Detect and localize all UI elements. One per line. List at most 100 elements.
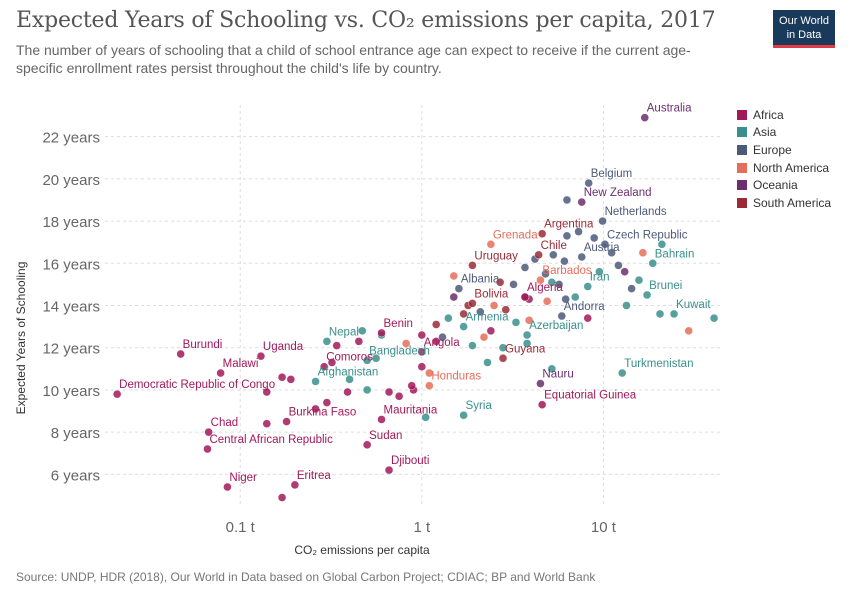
data-point[interactable] [534, 250, 543, 260]
data-point[interactable] [571, 292, 580, 302]
data-point[interactable] [620, 267, 629, 276]
data-point[interactable] [377, 328, 386, 338]
data-point[interactable] [536, 379, 545, 388]
data-point[interactable] [449, 292, 458, 302]
data-point[interactable] [657, 240, 667, 249]
data-point[interactable] [417, 330, 427, 340]
data-point[interactable] [358, 326, 367, 336]
data-point[interactable] [501, 305, 510, 314]
data-point[interactable] [459, 411, 468, 420]
data-point[interactable] [417, 347, 427, 357]
data-point[interactable] [311, 377, 320, 386]
data-point[interactable] [509, 280, 518, 289]
data-point[interactable] [554, 280, 564, 289]
data-point[interactable] [634, 275, 644, 285]
data-point[interactable] [549, 250, 558, 260]
data-point[interactable] [431, 320, 441, 329]
data-point[interactable] [216, 368, 225, 378]
data-point[interactable] [583, 313, 592, 323]
data-point[interactable] [598, 216, 607, 226]
data-point[interactable] [449, 271, 458, 281]
data-point[interactable] [322, 337, 332, 346]
data-point[interactable] [627, 284, 636, 293]
data-point[interactable] [562, 231, 572, 241]
data-point[interactable] [277, 493, 287, 502]
data-point[interactable] [684, 326, 693, 336]
data-point[interactable] [282, 417, 291, 426]
data-point[interactable] [557, 311, 566, 321]
data-point[interactable] [203, 444, 212, 454]
data-point[interactable] [223, 482, 232, 492]
data-point[interactable] [618, 368, 627, 378]
data-point[interactable] [577, 252, 586, 262]
data-point[interactable] [394, 392, 404, 401]
data-point[interactable] [311, 404, 320, 414]
data-point[interactable] [468, 261, 477, 270]
data-point[interactable] [595, 267, 604, 276]
data-point[interactable] [537, 229, 547, 238]
owid-logo[interactable]: Our World in Data [773, 10, 835, 48]
data-point[interactable] [431, 337, 441, 346]
data-point[interactable] [589, 233, 599, 243]
legend-item[interactable]: Asia [737, 124, 831, 142]
data-point[interactable] [669, 309, 679, 319]
data-point[interactable] [638, 248, 648, 257]
data-point[interactable] [622, 301, 631, 310]
data-point[interactable] [511, 318, 521, 327]
data-point[interactable] [407, 381, 416, 390]
data-point[interactable] [536, 275, 545, 285]
legend-item[interactable]: Oceania [737, 176, 831, 194]
data-point[interactable] [562, 195, 572, 205]
data-point[interactable] [479, 332, 489, 342]
data-point[interactable] [454, 284, 464, 293]
data-point[interactable] [332, 341, 341, 350]
data-point[interactable] [547, 364, 557, 374]
legend-item[interactable]: Europe [737, 141, 831, 159]
data-point[interactable] [362, 385, 372, 395]
data-point[interactable] [541, 269, 550, 279]
data-point[interactable] [438, 332, 447, 342]
data-point[interactable] [486, 240, 496, 249]
data-point[interactable] [322, 398, 332, 407]
data-point[interactable] [256, 351, 266, 361]
data-point[interactable] [483, 358, 492, 367]
data-point[interactable] [286, 375, 296, 384]
data-point[interactable] [560, 256, 569, 266]
data-point[interactable] [345, 375, 354, 384]
data-point[interactable] [290, 480, 300, 490]
data-point[interactable] [112, 389, 122, 399]
data-point[interactable] [522, 339, 532, 348]
data-point[interactable] [524, 316, 534, 325]
data-point[interactable] [417, 362, 427, 371]
data-point[interactable] [498, 354, 508, 363]
data-point[interactable] [421, 413, 430, 422]
data-point[interactable] [522, 330, 532, 340]
data-point[interactable] [384, 465, 394, 475]
data-point[interactable] [459, 322, 468, 331]
data-point[interactable] [584, 178, 593, 188]
data-point[interactable] [384, 387, 394, 397]
data-point[interactable] [327, 358, 337, 367]
data-point[interactable] [262, 387, 271, 397]
data-point[interactable] [277, 373, 287, 382]
data-point[interactable] [607, 248, 616, 257]
data-point[interactable] [362, 356, 372, 365]
data-point[interactable] [444, 313, 453, 323]
data-point[interactable] [709, 313, 719, 323]
data-point[interactable] [371, 354, 381, 363]
data-point[interactable] [262, 419, 271, 428]
data-point[interactable] [520, 292, 530, 302]
data-point[interactable] [362, 440, 372, 449]
data-point[interactable] [542, 297, 552, 306]
data-point[interactable] [561, 294, 570, 304]
data-point[interactable] [583, 282, 592, 291]
data-point[interactable] [319, 362, 329, 371]
data-point[interactable] [401, 339, 411, 348]
data-point[interactable] [468, 299, 477, 308]
data-point[interactable] [498, 343, 508, 352]
data-point[interactable] [176, 349, 185, 359]
legend-item[interactable]: North America [737, 159, 831, 177]
data-point[interactable] [377, 415, 386, 424]
data-point[interactable] [648, 259, 657, 268]
data-point[interactable] [537, 400, 547, 409]
